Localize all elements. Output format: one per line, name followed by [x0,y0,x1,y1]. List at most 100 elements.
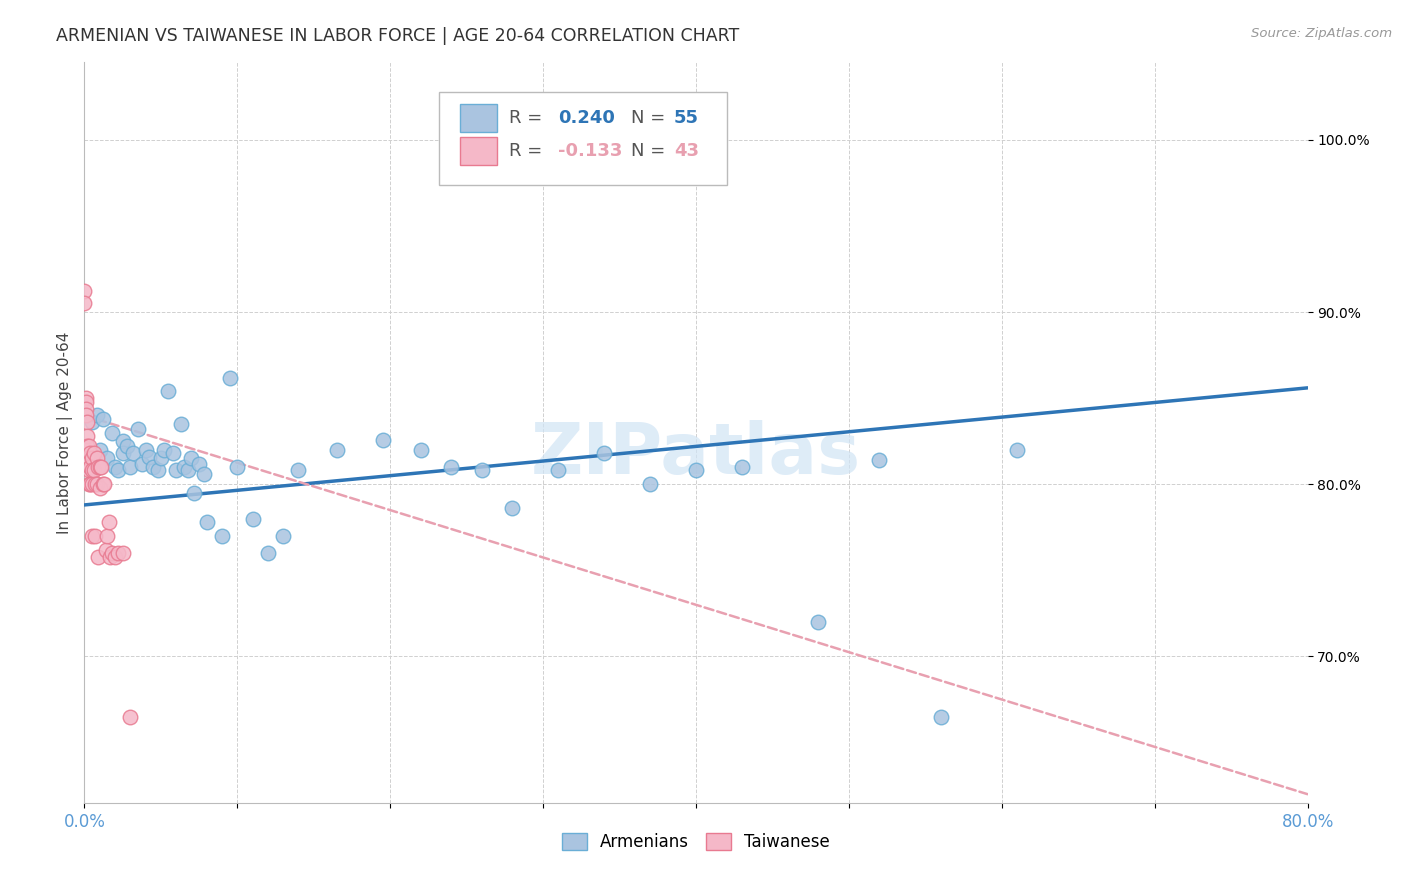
Point [75,391,97,405]
Point [91,477,114,491]
Point [87,460,110,475]
Text: 0.240: 0.240 [558,109,614,127]
Point [257,546,280,560]
Point [287,463,309,477]
Point [101,546,124,560]
Legend: Armenians, Taiwanese: Armenians, Taiwanese [555,826,837,857]
Point [111,434,134,449]
Point [638,477,661,491]
Point [90,460,112,475]
Point [76,415,98,429]
Text: -0.133: -0.133 [558,143,621,161]
Point [731,460,754,475]
Point [195,515,218,529]
Point [75,409,97,423]
Point [80,463,103,477]
FancyBboxPatch shape [439,92,727,185]
Text: 55: 55 [673,109,699,127]
Point [180,451,202,466]
Point [638,146,661,161]
Point [84,477,107,491]
Point [76,429,98,443]
Point [111,546,134,560]
Point [76,439,98,453]
Point [1005,442,1028,457]
Text: ARMENIAN VS TAIWANESE IN LABOR FORCE | AGE 20-64 CORRELATION CHART: ARMENIAN VS TAIWANESE IN LABOR FORCE | A… [56,27,740,45]
Point [77,477,100,491]
Point [502,501,524,516]
Point [929,709,952,723]
Point [93,477,115,491]
Point [127,422,149,436]
Point [73,296,96,310]
Point [104,549,127,564]
Point [96,451,118,466]
Point [218,370,240,384]
Point [135,442,157,457]
Point [325,442,347,457]
Point [80,415,103,429]
Text: 43: 43 [673,143,699,161]
Point [77,439,100,453]
Point [547,463,569,477]
Point [97,515,120,529]
Point [91,412,114,426]
Point [685,463,707,477]
Y-axis label: In Labor Force | Age 20-64: In Labor Force | Age 20-64 [58,332,73,533]
Point [77,451,100,466]
Point [86,409,108,423]
Point [115,439,138,453]
Point [101,425,124,440]
Point [869,453,891,467]
Point [211,529,233,543]
Text: N =: N = [631,143,671,161]
Point [162,446,184,460]
Point [79,477,101,491]
Point [226,460,249,475]
Point [146,463,169,477]
Point [188,457,211,471]
Point [153,442,176,457]
Text: Source: ZipAtlas.com: Source: ZipAtlas.com [1251,27,1392,40]
Point [122,446,145,460]
Point [86,451,108,466]
Point [89,481,111,495]
Point [104,460,127,475]
Text: R =: R = [509,143,548,161]
Point [80,529,103,543]
Point [75,394,97,409]
Point [120,460,142,475]
Point [80,451,103,466]
Point [170,417,193,431]
Text: N =: N = [631,109,671,127]
Point [111,446,134,460]
Text: ZIPatlas: ZIPatlas [531,420,860,490]
Point [593,446,616,460]
Point [73,285,96,299]
Point [79,460,101,475]
Point [94,542,117,557]
Point [120,709,142,723]
Point [271,529,294,543]
Point [76,450,98,464]
Text: R =: R = [509,109,548,127]
Point [83,446,105,460]
Point [193,467,215,481]
Point [96,529,118,543]
Point [84,529,107,543]
Point [177,463,200,477]
Point [86,477,108,491]
Point [173,460,195,475]
Point [242,512,264,526]
Point [89,442,111,457]
Point [87,549,110,564]
Point [440,460,463,475]
Point [807,615,830,629]
Point [142,460,165,475]
Point [80,477,103,491]
Point [157,384,180,399]
Point [149,451,172,466]
Point [138,450,160,464]
Point [83,463,105,477]
FancyBboxPatch shape [460,103,496,132]
